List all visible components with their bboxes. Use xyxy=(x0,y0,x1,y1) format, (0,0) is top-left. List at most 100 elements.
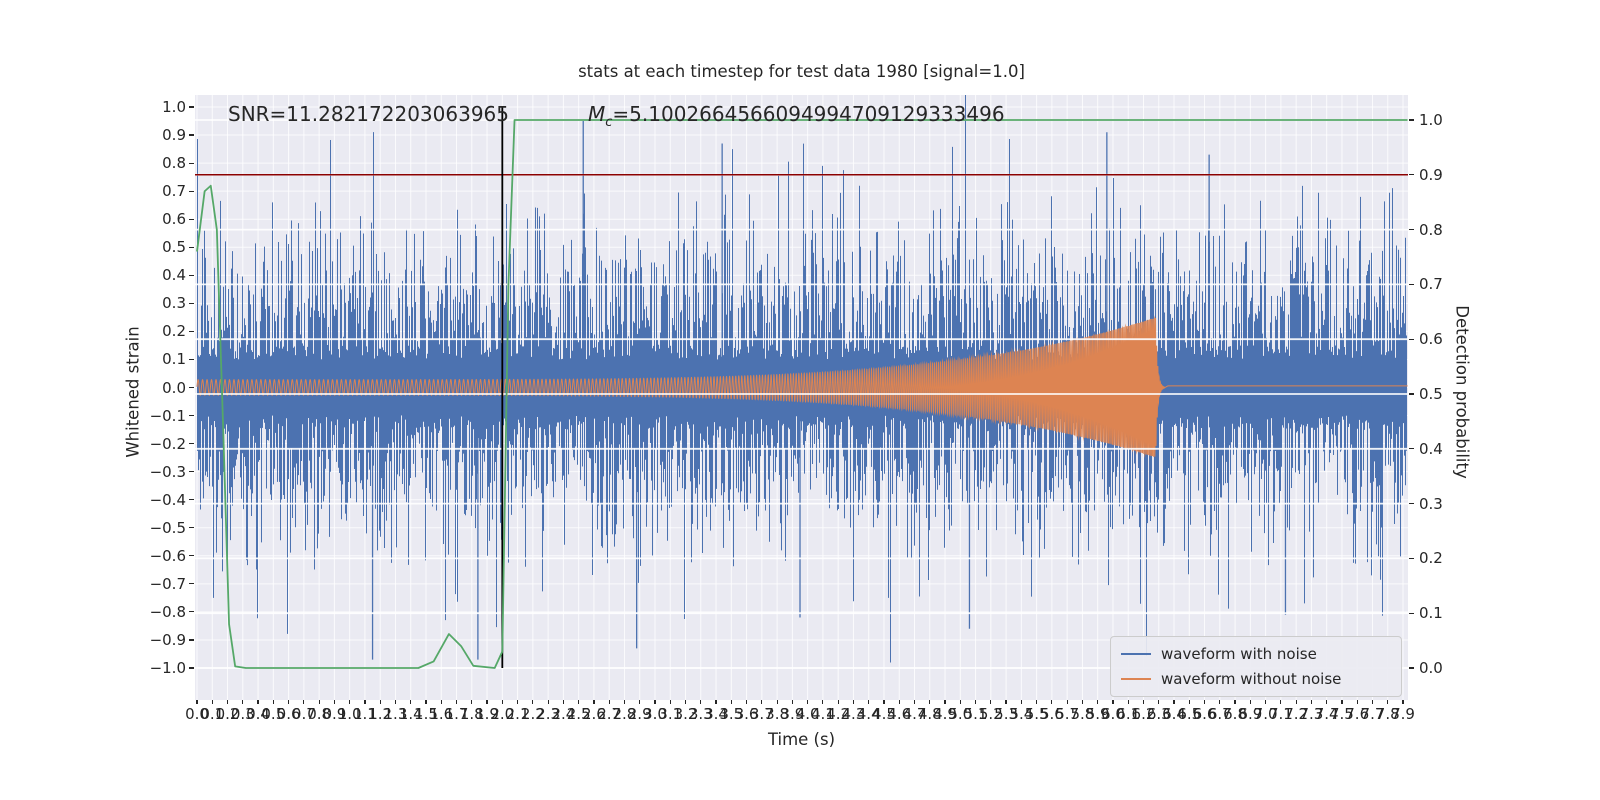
y-right-tick-mark xyxy=(1409,174,1414,176)
y-left-tick-label: −0.9 xyxy=(149,630,186,649)
y-left-tick-label: −0.4 xyxy=(149,490,186,509)
x-tick-mark xyxy=(868,700,870,704)
x-tick-mark xyxy=(257,700,259,704)
x-tick-label: 1.3 xyxy=(383,705,408,723)
x-tick-label: 6.4 xyxy=(1162,705,1186,723)
plot-canvas xyxy=(195,95,1408,700)
x-tick-mark xyxy=(898,700,900,704)
x-tick-mark xyxy=(1310,700,1312,704)
y-right-tick-mark xyxy=(1409,229,1414,231)
y-right-tick-label: 0.7 xyxy=(1419,275,1443,294)
x-tick-label: 0.1 xyxy=(200,705,225,723)
y-axis-label-left: Whitened strain xyxy=(123,326,143,458)
y-left-tick-mark xyxy=(189,190,194,192)
y-left-tick-mark xyxy=(189,106,194,108)
x-tick-mark xyxy=(1112,700,1114,704)
x-tick-mark xyxy=(1203,700,1206,704)
y-left-tick-mark xyxy=(189,414,194,417)
y-right-tick-label: 0.6 xyxy=(1419,330,1443,349)
x-tick-mark xyxy=(486,700,488,704)
x-tick-label: 2.3 xyxy=(536,705,561,723)
x-tick-label: 2.0 xyxy=(490,705,515,723)
x-tick-mark xyxy=(226,700,229,704)
x-tick-label: 5.2 xyxy=(978,705,1003,723)
x-tick-label: 3.3 xyxy=(688,705,713,723)
y-right-tick-label: 0.8 xyxy=(1419,220,1443,239)
y-right-tick-mark xyxy=(1409,557,1414,559)
x-tick-label: 3.4 xyxy=(704,705,728,723)
legend-line-signal-swatch xyxy=(1121,678,1151,680)
x-tick-label: 7.6 xyxy=(1345,705,1370,723)
x-tick-mark xyxy=(761,700,763,704)
y-left-tick-mark xyxy=(189,274,194,276)
x-tick-label: 1.2 xyxy=(368,705,393,723)
x-tick-label: 4.2 xyxy=(826,705,851,723)
x-tick-label: 6.5 xyxy=(1177,705,1202,723)
x-tick-mark xyxy=(1234,700,1236,704)
y-right-tick-mark xyxy=(1409,119,1414,121)
legend: waveform with noise waveform without noi… xyxy=(1110,636,1402,697)
x-tick-label: 1.8 xyxy=(459,705,484,723)
x-tick-mark xyxy=(715,700,717,704)
x-tick-label: 7.5 xyxy=(1330,705,1354,723)
y-left-tick-mark xyxy=(189,527,194,529)
y-right-tick-label: 0.5 xyxy=(1419,385,1443,403)
x-tick-label: 0.3 xyxy=(230,705,255,723)
y-left-tick-label: 0.6 xyxy=(162,210,186,229)
x-tick-mark xyxy=(1219,700,1221,704)
x-tick-mark xyxy=(807,700,809,704)
x-tick-label: 1.5 xyxy=(414,705,438,723)
y-left-tick-mark xyxy=(189,667,194,669)
x-tick-label: 2.8 xyxy=(612,705,637,723)
x-tick-mark xyxy=(944,700,946,704)
y-left-tick-mark xyxy=(189,134,194,136)
x-tick-mark xyxy=(425,700,427,704)
y-left-tick-label: 1.0 xyxy=(162,98,186,116)
y-left-tick-mark xyxy=(189,611,194,613)
y-right-tick-label: 0.3 xyxy=(1419,494,1443,513)
x-tick-label: 0.7 xyxy=(291,705,316,723)
y-left-tick-mark xyxy=(189,583,194,585)
y-left-tick-mark xyxy=(189,555,194,557)
x-tick-mark xyxy=(669,700,671,704)
y-right-tick-label: 0.1 xyxy=(1419,604,1443,623)
y-left-tick-label: −0.6 xyxy=(149,546,186,565)
snr-annotation: SNR=11.282172203063965 xyxy=(228,102,509,126)
x-tick-mark xyxy=(547,700,549,704)
x-tick-mark xyxy=(1036,700,1038,704)
y-left-tick-mark xyxy=(189,499,194,501)
y-left-tick-label: −0.8 xyxy=(149,602,186,621)
x-tick-mark xyxy=(1326,700,1328,704)
x-tick-label: 6.0 xyxy=(1101,705,1125,723)
x-tick-label: 2.4 xyxy=(551,705,576,723)
y-left-tick-label: 0.1 xyxy=(162,350,186,369)
y-left-tick-mark xyxy=(189,358,194,361)
x-tick-mark xyxy=(578,700,580,704)
x-tick-mark xyxy=(1081,700,1083,704)
x-tick-mark xyxy=(852,700,855,704)
x-tick-label: 3.9 xyxy=(780,705,805,723)
x-tick-label: 3.8 xyxy=(765,705,790,723)
chart-title: stats at each timestep for test data 198… xyxy=(578,62,1025,81)
x-tick-mark xyxy=(242,700,244,704)
x-tick-label: 3.0 xyxy=(643,705,667,723)
x-axis-label: Time (s) xyxy=(767,730,836,749)
x-tick-mark xyxy=(333,700,335,704)
x-tick-label: 6.9 xyxy=(1238,705,1263,723)
x-tick-label: 2.5 xyxy=(566,705,591,723)
x-tick-mark xyxy=(532,700,534,704)
x-tick-mark xyxy=(745,700,748,704)
chirp-mass-subscript: c xyxy=(605,115,613,130)
x-tick-label: 2.6 xyxy=(581,705,606,723)
x-tick-mark xyxy=(455,700,458,704)
y-right-tick-label: 0.9 xyxy=(1419,165,1443,184)
x-tick-label: 7.4 xyxy=(1314,705,1339,723)
x-tick-label: 7.8 xyxy=(1375,705,1400,723)
x-tick-mark xyxy=(471,700,473,704)
x-tick-label: 6.7 xyxy=(1207,705,1232,723)
x-tick-label: 1.6 xyxy=(429,705,454,723)
y-left-tick-label: −0.1 xyxy=(149,406,186,425)
x-tick-label: 0.4 xyxy=(246,705,270,723)
x-tick-mark xyxy=(349,700,351,704)
